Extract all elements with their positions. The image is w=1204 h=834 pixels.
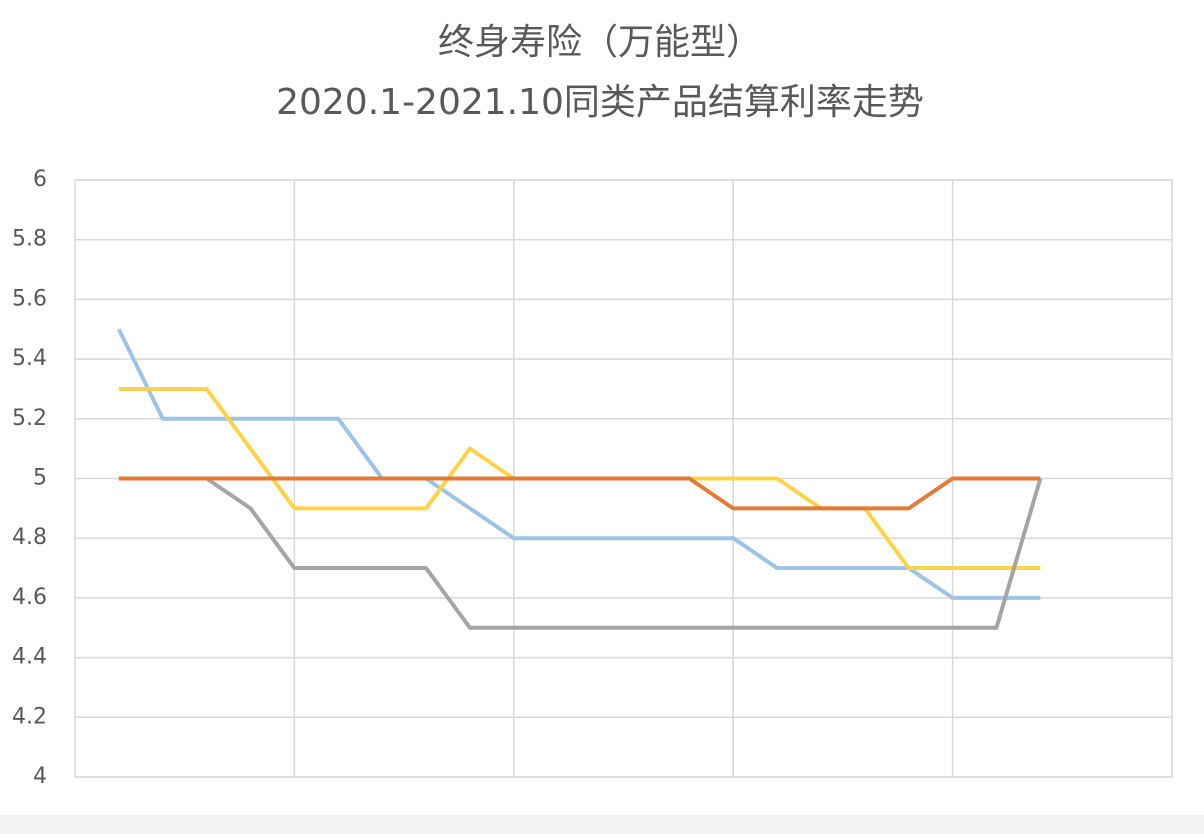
series-line (118, 476, 1043, 630)
y-tick-label: 4.4 (12, 645, 47, 670)
y-tick-label: 5.4 (12, 346, 47, 371)
y-tick-label: 5 (33, 466, 47, 491)
y-tick-label: 5.6 (12, 286, 47, 311)
y-tick-label: 4.2 (12, 704, 47, 729)
chart-title: 终身寿险（万能型） (438, 22, 762, 63)
footer-strip (0, 815, 1204, 834)
y-tick-label: 4.6 (12, 585, 47, 610)
y-tick-label: 5.8 (12, 227, 47, 252)
series-line (118, 476, 1041, 511)
y-tick-label: 4.8 (12, 525, 47, 550)
series-line (117, 328, 1041, 600)
chart-subtitle: 2020.1-2021.10同类产品结算利率走势 (276, 82, 924, 123)
y-tick-label: 4 (33, 764, 47, 789)
y-tick-label: 6 (33, 167, 47, 192)
background (0, 0, 1204, 815)
plot (117, 328, 1043, 630)
y-tick-label: 5.2 (12, 406, 47, 431)
